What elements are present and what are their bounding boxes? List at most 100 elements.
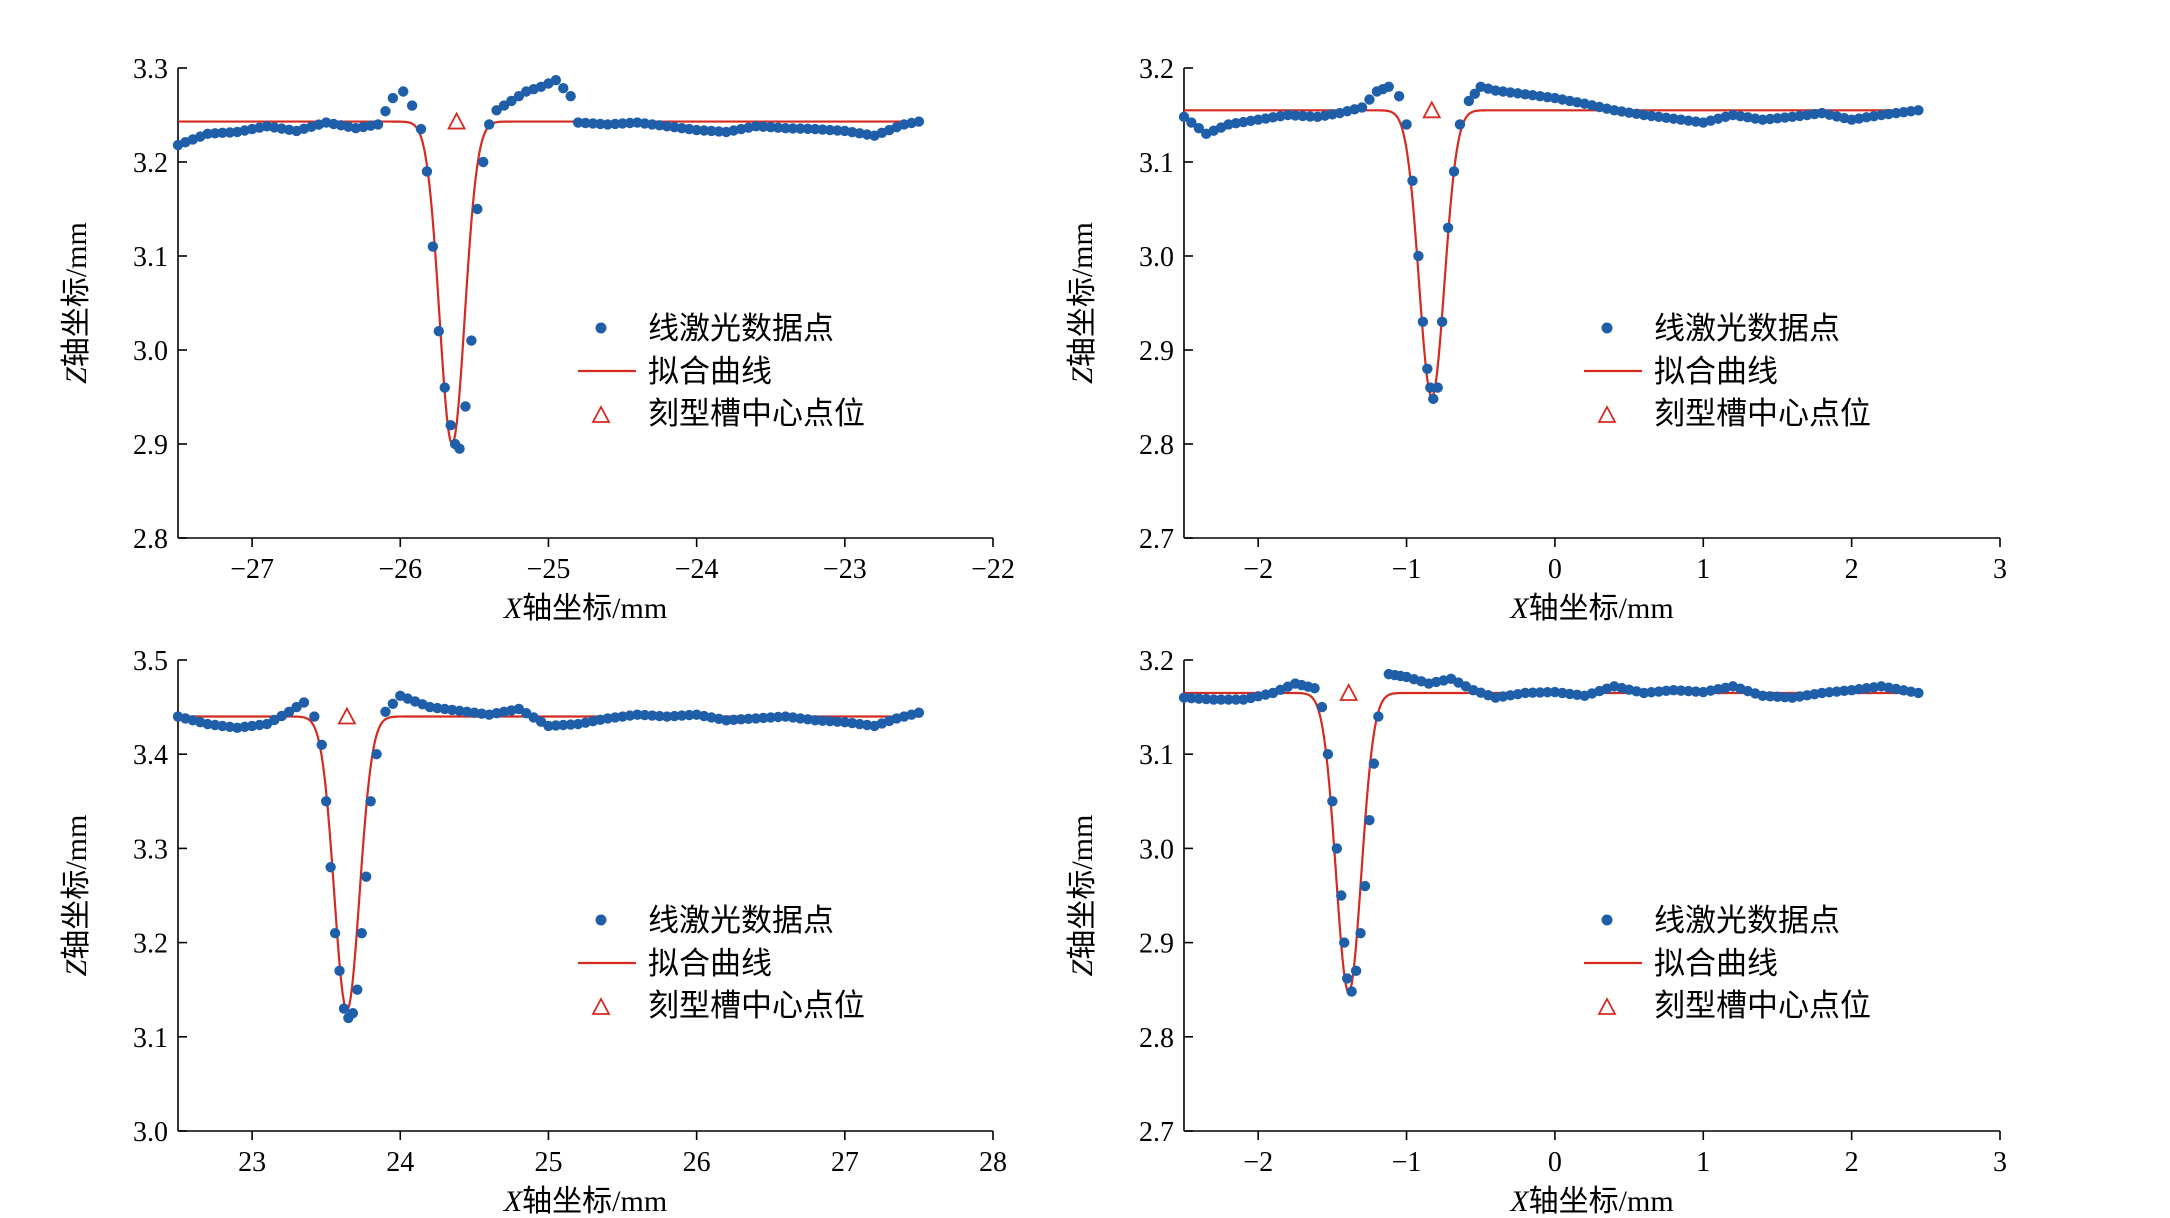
legend-points-label: 线激光数据点 bbox=[1654, 311, 1840, 346]
data-point bbox=[572, 117, 584, 128]
data-point bbox=[283, 706, 295, 718]
data-point bbox=[758, 712, 769, 724]
data-point bbox=[329, 927, 341, 939]
data-point bbox=[1401, 119, 1412, 130]
data-point bbox=[691, 124, 702, 136]
data-point bbox=[795, 123, 806, 134]
data-point bbox=[809, 123, 821, 135]
data-point bbox=[1757, 690, 1768, 701]
data-point bbox=[460, 401, 471, 412]
fit-curve bbox=[178, 120, 922, 446]
data-point bbox=[325, 862, 336, 873]
data-point bbox=[654, 710, 665, 722]
data-point bbox=[646, 710, 658, 721]
data-point bbox=[735, 714, 747, 725]
data-point bbox=[387, 92, 399, 104]
data-point bbox=[1331, 843, 1343, 854]
x-tick-label: −1 bbox=[1392, 554, 1422, 585]
data-point bbox=[454, 443, 465, 454]
y-tick-label: 2.7 bbox=[1139, 1117, 1174, 1148]
data-point bbox=[595, 118, 606, 130]
x-axis-label: X轴坐标/mm bbox=[503, 1185, 667, 1218]
data-point bbox=[1186, 117, 1197, 128]
legend-point-symbol bbox=[595, 322, 607, 334]
data-point bbox=[1527, 687, 1538, 698]
data-point bbox=[750, 121, 762, 132]
data-point bbox=[632, 709, 643, 720]
data-point bbox=[1208, 694, 1219, 705]
groove-center-marker bbox=[447, 111, 467, 130]
y-tick-label: 2.8 bbox=[133, 524, 168, 555]
chart-panel-3: 23 24 25 26 27 28 3.0 3.1 3.2 3.3 3.4 3.5 X轴坐标/mm Z轴坐… bbox=[60, 646, 1007, 1218]
y-tick-label: 3.1 bbox=[1139, 148, 1174, 179]
data-point bbox=[472, 203, 483, 215]
data-point bbox=[209, 128, 221, 139]
data-point bbox=[713, 126, 725, 137]
data-point bbox=[1393, 91, 1405, 102]
data-point bbox=[1779, 692, 1791, 703]
data-point bbox=[558, 719, 569, 731]
data-point bbox=[380, 106, 391, 117]
data-point bbox=[1428, 393, 1439, 405]
data-point bbox=[750, 713, 762, 724]
data-point bbox=[1442, 222, 1454, 233]
legend-points-label: 线激光数据点 bbox=[1654, 903, 1840, 938]
data-point bbox=[721, 715, 732, 726]
data-point bbox=[1336, 890, 1347, 901]
fit-curve bbox=[1184, 109, 1921, 399]
data-point bbox=[478, 156, 489, 168]
fit-curve bbox=[178, 715, 922, 1012]
data-point bbox=[1359, 880, 1371, 892]
data-point bbox=[1339, 937, 1350, 948]
data-point bbox=[913, 116, 925, 127]
data-point bbox=[1178, 111, 1190, 123]
data-point bbox=[427, 241, 439, 252]
data-point bbox=[624, 117, 636, 129]
data-point bbox=[787, 123, 799, 134]
data-point bbox=[1422, 363, 1433, 374]
data-point bbox=[809, 715, 821, 726]
groove-center-marker bbox=[1422, 100, 1442, 119]
data-point bbox=[1448, 166, 1460, 177]
data-point bbox=[1675, 685, 1687, 696]
legend-fit-label: 拟合曲线 bbox=[648, 946, 772, 981]
legend-triangle-symbol bbox=[591, 997, 611, 1015]
y-tick-label: 2.9 bbox=[1139, 336, 1174, 367]
x-tick-label: 2 bbox=[1845, 554, 1859, 585]
legend-fit-label: 拟合曲线 bbox=[648, 354, 772, 389]
legend-points-label: 线激光数据点 bbox=[648, 903, 834, 938]
legend-triangle-symbol bbox=[591, 405, 611, 423]
legend-triangle-symbol bbox=[1597, 997, 1617, 1015]
data-point bbox=[824, 716, 836, 727]
data-point bbox=[1346, 986, 1357, 997]
fit-curve bbox=[1184, 691, 1921, 995]
data-point bbox=[1193, 693, 1205, 704]
x-tick-label: 25 bbox=[534, 1147, 562, 1178]
y-tick-label: 3.0 bbox=[133, 336, 168, 367]
data-point bbox=[1230, 694, 1242, 705]
data-point bbox=[406, 100, 418, 111]
data-point bbox=[1290, 110, 1301, 121]
data-point bbox=[765, 122, 776, 133]
legend-center-label: 刻型槽中心点位 bbox=[1654, 396, 1871, 431]
data-point bbox=[698, 125, 710, 136]
data-point bbox=[617, 118, 628, 129]
data-point bbox=[387, 698, 399, 709]
data-point bbox=[758, 121, 769, 132]
chart-panel-4: −2 −1 0 1 2 3 2.7 2.8 2.9 3.0 3.1 3.2 X轴坐标/mm Z轴坐标/mm… bbox=[1066, 646, 2007, 1218]
data-point bbox=[565, 719, 576, 730]
x-tick-label: 27 bbox=[831, 1147, 859, 1178]
data-point bbox=[1373, 711, 1384, 722]
data-point bbox=[1327, 796, 1338, 807]
data-point bbox=[1215, 694, 1227, 705]
data-point bbox=[1417, 316, 1429, 327]
y-tick-label: 2.8 bbox=[1139, 1023, 1174, 1054]
data-point bbox=[1432, 382, 1443, 393]
y-tick-label: 3.3 bbox=[133, 834, 168, 865]
data-point bbox=[217, 127, 228, 139]
data-point bbox=[1355, 927, 1366, 939]
data-point bbox=[1368, 758, 1380, 769]
y-tick-label: 3.1 bbox=[133, 242, 168, 273]
data-point bbox=[684, 709, 695, 721]
